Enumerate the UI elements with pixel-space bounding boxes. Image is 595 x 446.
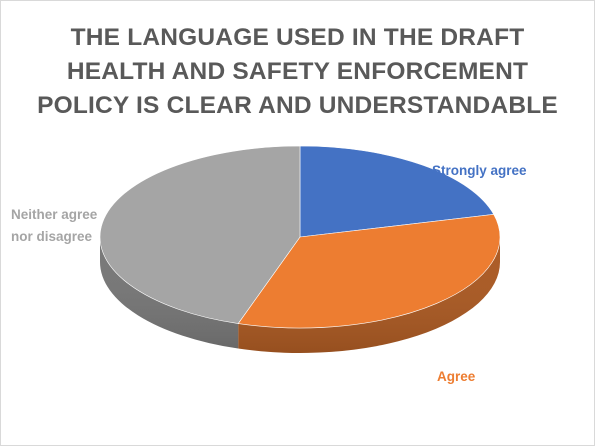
pie-slice-neither-agree-nor-disagree [99,145,301,324]
pie-slice-agree [237,214,501,329]
pie-slice-strongly-agree [299,145,495,238]
slice-label-agree: Agree [437,369,476,384]
chart-title-line-3: POLICY IS CLEAR AND UNDERSTANDABLE [37,92,558,119]
chart-title-line-2: HEALTH AND SAFETY ENFORCEMENT [66,58,529,85]
slice-label-neither-line-2: nor disagree [11,229,93,244]
pie-side-shade-agree [238,237,500,353]
pie-side-shade-neither-agree-nor-disagree [100,237,239,349]
pie-sides [100,237,500,353]
chart-title-line-1: THE LANGUAGE USED IN THE DRAFT [70,24,525,51]
chart-title: THE LANGUAGE USED IN THE DRAFT HEALTH AN… [0,21,595,123]
slice-label-neither-line-1: Neither agree [11,207,98,222]
pie-tops [99,145,501,329]
slice-label-strongly-agree: Strongly agree [432,163,527,178]
